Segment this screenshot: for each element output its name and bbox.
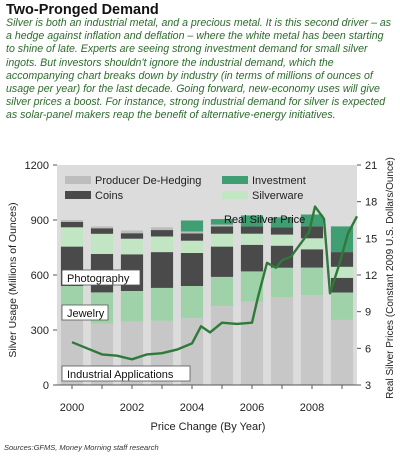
bar-dehedging-2002 xyxy=(120,230,144,234)
y-tick-label-right: 21 xyxy=(365,160,377,172)
y-axis-title-left: Silver Usage (Millions of Ounces) xyxy=(7,202,19,357)
bar-coins-2009 xyxy=(330,252,354,267)
x-tick-label: 2006 xyxy=(240,402,264,414)
y-tick-label-left: 300 xyxy=(31,325,49,337)
y-tick-label-left: 1200 xyxy=(25,160,49,172)
bar-dehedging-2001 xyxy=(90,226,114,229)
bar-coins-2000 xyxy=(60,221,84,228)
y-tick-label-right: 3 xyxy=(365,380,371,392)
legend-swatch-coins xyxy=(65,191,91,199)
bar-jewelry-2007 xyxy=(270,267,294,297)
bar-dehedging-2000 xyxy=(60,220,84,222)
bar-silverware-2000 xyxy=(60,227,84,247)
industrial-label-box xyxy=(61,365,191,382)
photography-label-box xyxy=(61,269,141,286)
page-title: Two-Pronged Demand xyxy=(6,2,159,18)
intro-paragraph: Silver is both an industrial metal, and … xyxy=(6,17,392,122)
bar-jewelry-2008 xyxy=(300,267,324,296)
x-tick-label: 2008 xyxy=(300,402,324,414)
x-axis-title: Price Change (By Year) xyxy=(151,421,266,433)
bar-coins-2005 xyxy=(210,226,234,234)
bar-coins-2003 xyxy=(150,230,174,237)
bar-investment-2006 xyxy=(240,215,264,227)
bar-silverware-2001 xyxy=(90,233,114,254)
bar-silverware-2003 xyxy=(150,236,174,253)
bar-jewelry-2004 xyxy=(180,286,204,319)
y-tick-label-left: 600 xyxy=(31,270,49,282)
y-tick-label-right: 9 xyxy=(365,307,371,319)
bar-photography-2004 xyxy=(180,253,204,286)
bar-dehedging-2005 xyxy=(210,224,234,227)
legend-swatch-investment xyxy=(222,176,248,184)
bar-photography-2009 xyxy=(330,277,354,293)
y-tick-label-right: 12 xyxy=(365,270,377,282)
bar-coins-2008 xyxy=(300,226,324,239)
bar-silverware-2005 xyxy=(210,233,234,247)
bar-industrial-2009 xyxy=(330,319,354,385)
x-tick-label: 2000 xyxy=(60,402,84,414)
legend-swatch-dehedging xyxy=(65,176,91,184)
bar-coins-2004 xyxy=(180,233,204,241)
legend-swatch-silverware xyxy=(222,191,248,199)
bar-silverware-2002 xyxy=(120,238,144,255)
y-tick-label-left: 0 xyxy=(43,380,49,392)
bar-jewelry-2005 xyxy=(210,276,234,307)
jewelry-label-box xyxy=(61,304,109,321)
bar-coins-2002 xyxy=(120,233,144,239)
bar-industrial-2008 xyxy=(300,295,324,385)
industrial-applications-label: Industrial Applications xyxy=(67,369,174,381)
bar-coins-2001 xyxy=(90,228,114,234)
y-tick-label-right: 18 xyxy=(365,197,377,209)
bar-silverware-2008 xyxy=(300,238,324,250)
bar-investment-2007 xyxy=(270,217,294,228)
bar-industrial-2007 xyxy=(270,297,294,385)
bar-investment-2005 xyxy=(210,219,234,225)
bar-silverware-2004 xyxy=(180,240,204,253)
bar-silverware-2007 xyxy=(270,234,294,246)
x-tick-label: 2002 xyxy=(120,402,144,414)
bar-photography-2008 xyxy=(300,249,324,268)
real-silver-price-line xyxy=(71,205,359,361)
bar-coins-2007 xyxy=(270,227,294,235)
real-silver-price-label: Real Silver Price xyxy=(224,214,305,226)
jewelry-label: Jewelry xyxy=(67,308,105,320)
bar-coins-2006 xyxy=(240,226,264,234)
photography-label: Photography xyxy=(67,273,130,285)
bar-industrial-2006 xyxy=(240,301,264,385)
bar-dehedging-2003 xyxy=(150,227,174,230)
bar-dehedging-2004 xyxy=(180,231,204,234)
y-axis-title-right: Real Silver Prices (Constant 2009 U.S. D… xyxy=(385,157,396,399)
bar-silverware-2006 xyxy=(240,233,264,245)
bar-investment-2004 xyxy=(180,220,204,232)
y-tick-label-right: 6 xyxy=(365,343,371,355)
bar-photography-2007 xyxy=(270,245,294,268)
bar-jewelry-2002 xyxy=(120,290,144,322)
bar-photography-2006 xyxy=(240,244,264,272)
bar-industrial-2005 xyxy=(210,306,234,385)
legend-label-investment: Investment xyxy=(252,175,306,187)
bar-jewelry-2003 xyxy=(150,287,174,321)
legend-label-dehedging: Producer De-Hedging xyxy=(95,175,201,187)
bar-photography-2005 xyxy=(210,246,234,277)
y-tick-label-left: 900 xyxy=(31,215,49,227)
y-tick-label-right: 15 xyxy=(365,233,377,245)
bar-photography-2003 xyxy=(150,252,174,288)
x-tick-label: 2004 xyxy=(180,402,204,414)
bar-silverware-2009 xyxy=(330,266,354,278)
legend-label-coins: Coins xyxy=(95,190,124,202)
source-note: Sources:GFMS, Money Morning staff resear… xyxy=(4,443,159,452)
bar-jewelry-2009 xyxy=(330,292,354,320)
legend-label-silverware: Silverware xyxy=(252,190,303,202)
